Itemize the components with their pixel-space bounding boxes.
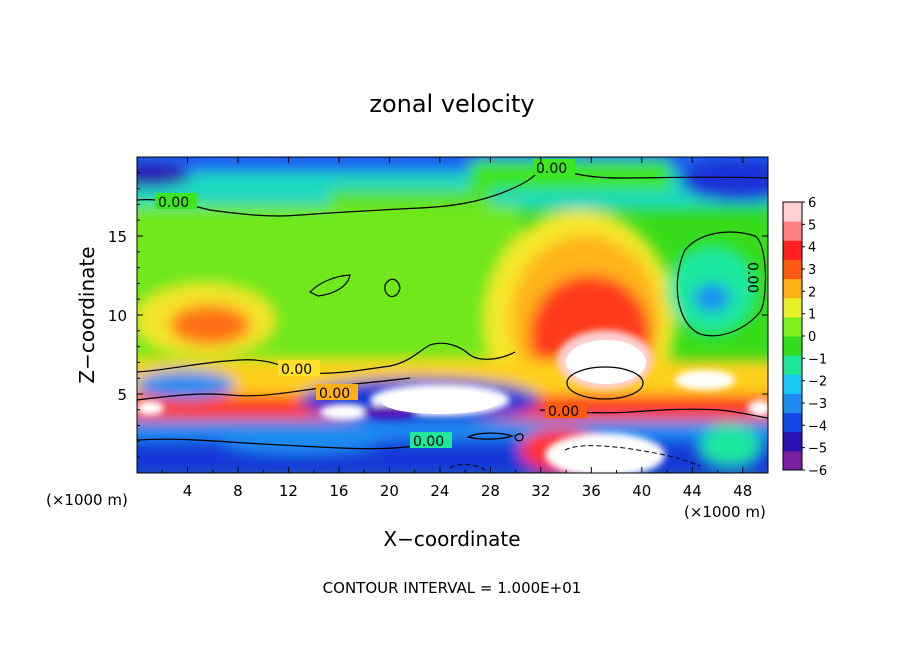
x-axis-label: X−coordinate (383, 527, 520, 551)
contour-label: 0.00 (536, 161, 567, 177)
colorbar-tick-label: 2 (808, 285, 816, 300)
x-tick-label: 4 (183, 482, 193, 500)
colorbar-tick-label: −2 (808, 375, 827, 390)
x-unit-label-right: (×1000 m) (684, 503, 766, 521)
colorbar-swatch (783, 240, 802, 260)
colorbar-tick-label: −6 (808, 464, 827, 479)
contour-label: 0.00 (413, 434, 444, 450)
colorbar-swatch (783, 450, 802, 471)
x-tick-label: 8 (233, 482, 243, 500)
x-tick-label: 44 (683, 482, 702, 500)
colorbar-tick-label: 5 (808, 218, 816, 233)
x-tick-label: 12 (279, 482, 298, 500)
colorbar-swatch (783, 259, 802, 280)
velocity-field: 0.00 0.00 0.00 0.00 0.00 0.00 0.00 (137, 157, 768, 473)
contour-lines (137, 164, 768, 450)
colorbar-tick-label: 1 (808, 308, 816, 323)
colorbar-swatch (783, 316, 802, 337)
x-tick-label: 24 (430, 482, 449, 500)
contour-label: 0.00 (548, 404, 579, 420)
colorbar-tick-label: −5 (808, 442, 827, 457)
y-tick-label: 10 (108, 307, 127, 325)
y-tick-label: 5 (117, 386, 127, 404)
contour-label: 0.00 (158, 195, 189, 211)
colorbar-tick-label: 6 (808, 196, 816, 211)
x-tick-label: 16 (329, 482, 348, 500)
chart-title: zonal velocity (369, 90, 534, 118)
contour-label: 0.00 (319, 386, 350, 402)
x-axis: 4 8 12 16 20 24 28 32 36 40 44 48 (161, 157, 752, 500)
x-tick-label: 36 (582, 482, 601, 500)
colorbar-swatch (783, 336, 802, 356)
colorbar-swatch (783, 202, 802, 222)
colorbar-swatch (783, 297, 802, 318)
contour-label: 0.00 (744, 262, 760, 293)
colorbar-swatch (783, 393, 802, 414)
x-tick-label: 40 (632, 482, 651, 500)
x-tick-label: 28 (481, 482, 500, 500)
contour-label-group: 0.00 0.00 0.00 0.00 0.00 0.00 0.00 (155, 159, 760, 450)
colorbar-tick-label: 4 (808, 241, 816, 256)
x-tick-label: 48 (733, 482, 752, 500)
colorbar-tick-label: −3 (808, 397, 827, 412)
colorbar-swatch (783, 278, 802, 299)
x-unit-label-left: (×1000 m) (46, 491, 128, 509)
y-tick-label: 15 (108, 228, 127, 246)
colorbar-tick-label: −4 (808, 419, 827, 434)
contour-interval-footer: CONTOUR INTERVAL = 1.000E+01 (323, 579, 582, 597)
x-tick-label: 20 (380, 482, 399, 500)
y-axis: 5 10 15 (108, 172, 768, 458)
colorbar-swatch (783, 431, 802, 452)
colorbar-swatch (783, 221, 802, 241)
colorbar-swatch (783, 412, 802, 433)
colorbar-swatch (783, 355, 802, 375)
colorbar-tick-label: 3 (808, 263, 816, 278)
colorbar: 6 5 4 3 2 1 0 −1 −2 −3 −4 −5 −6 (782, 196, 827, 479)
contour-label: 0.00 (281, 362, 312, 378)
x-tick-label: 32 (531, 482, 550, 500)
colorbar-tick-label: 0 (808, 330, 816, 345)
colorbar-tick-label: −1 (808, 352, 827, 367)
colorbar-swatch (783, 374, 802, 394)
y-axis-label: Z−coordinate (75, 246, 99, 383)
